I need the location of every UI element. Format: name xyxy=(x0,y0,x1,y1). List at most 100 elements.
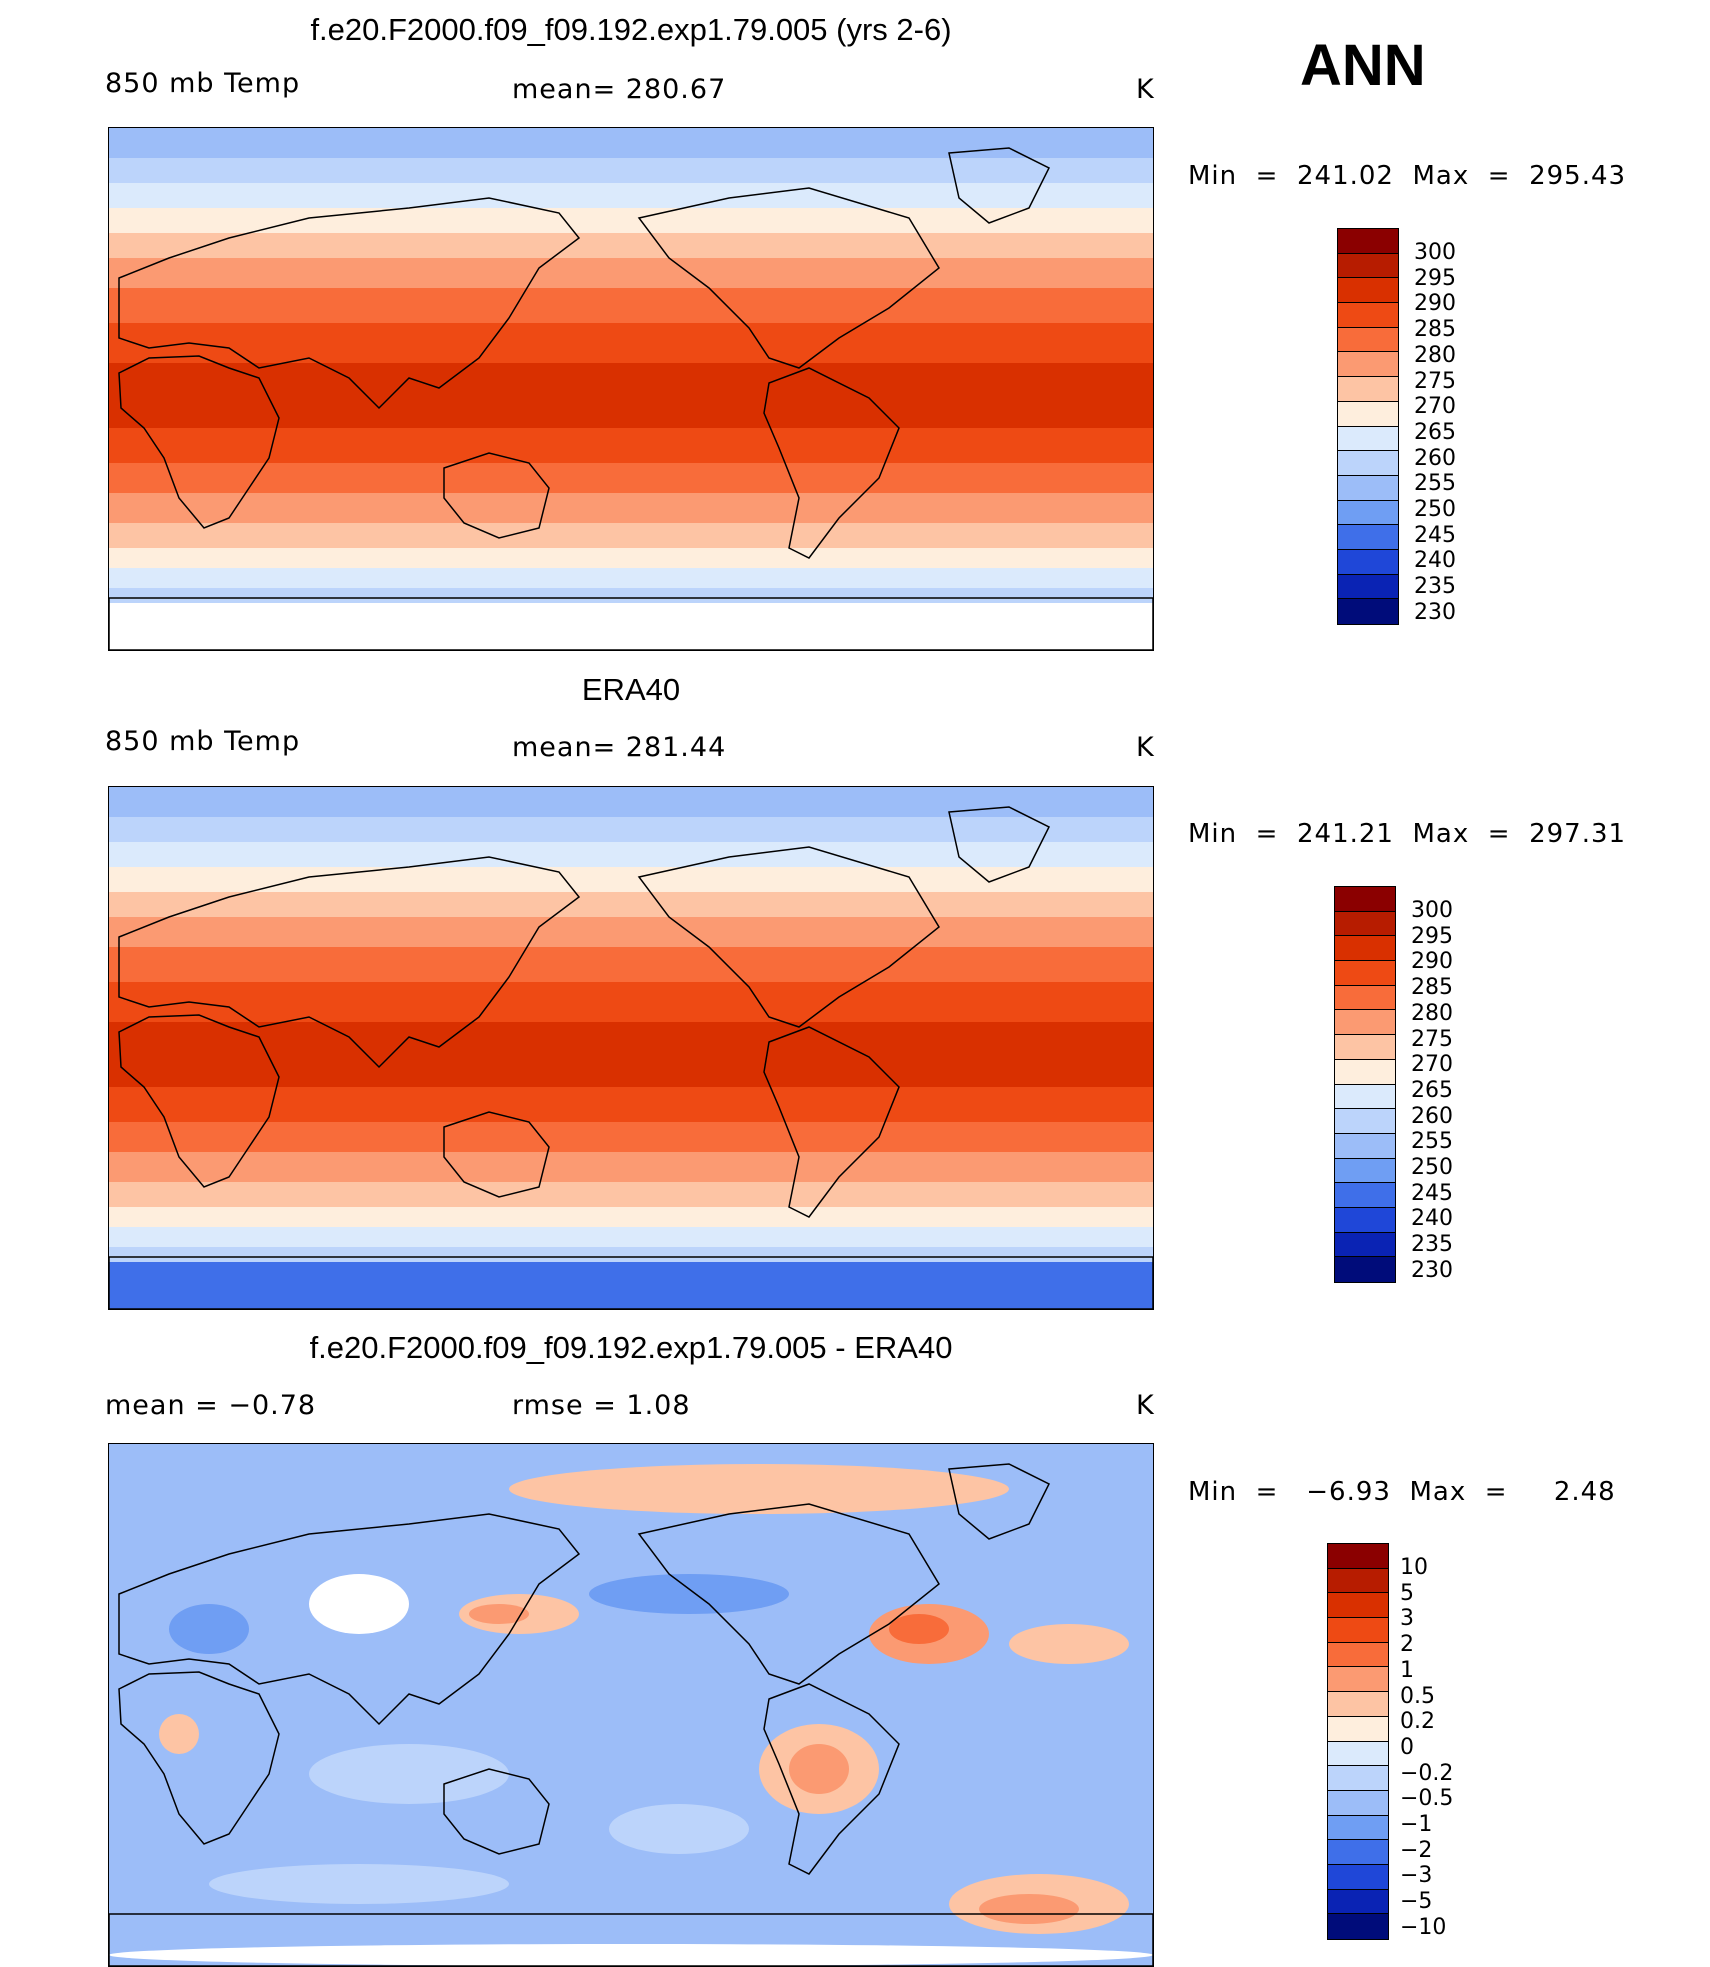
temperature-band xyxy=(109,323,1153,363)
colorbar-swatch xyxy=(1338,426,1398,452)
panel-title: f.e20.F2000.f09_f09.192.exp1.79.005 (yrs… xyxy=(310,12,952,47)
mean-diff-label: mean = −0.78 xyxy=(105,1390,317,1421)
colorbar-tick-label: 235 xyxy=(1414,574,1456,600)
coastline xyxy=(637,187,940,369)
temperature-band xyxy=(109,1227,1153,1247)
colorbar-tick-label: −5 xyxy=(1400,1889,1433,1915)
temperature-band xyxy=(109,787,1153,817)
temperature-band xyxy=(109,588,1153,603)
coastline xyxy=(948,1463,1051,1540)
anomaly-region xyxy=(509,1464,1009,1514)
colorbar-swatch xyxy=(1328,1618,1388,1643)
colorbar-tick-label: 260 xyxy=(1411,1103,1453,1129)
colorbar-swatch xyxy=(1328,1914,1388,1939)
temperature-band xyxy=(109,288,1153,323)
temperature-band xyxy=(109,982,1153,1022)
colorbar-swatch xyxy=(1328,1544,1388,1569)
temperature-band xyxy=(109,233,1153,258)
anomaly-region xyxy=(169,1604,249,1654)
coastline xyxy=(118,197,581,410)
anomaly-region xyxy=(309,1574,409,1634)
units-label: K xyxy=(1136,1390,1155,1421)
temperature-band xyxy=(109,1087,1153,1122)
map-model-temp xyxy=(108,127,1154,651)
colorbar-swatch xyxy=(1328,1568,1388,1594)
colorbar-tick-label: 275 xyxy=(1414,368,1456,394)
colorbar-tick-label: −0.5 xyxy=(1400,1786,1454,1812)
temperature-band xyxy=(109,817,1153,842)
panel-title: f.e20.F2000.f09_f09.192.exp1.79.005 - ER… xyxy=(309,1330,953,1365)
colorbar-swatch xyxy=(1335,961,1395,986)
anomaly-region xyxy=(789,1744,849,1794)
colorbar-tick-label: 0.2 xyxy=(1400,1709,1435,1735)
colorbar-swatch xyxy=(1328,1864,1388,1890)
temperature-band xyxy=(109,867,1153,892)
mean-label: mean= 280.67 xyxy=(512,74,727,105)
units-label: K xyxy=(1136,732,1155,763)
coastline xyxy=(948,147,1051,224)
colorbar-swatch xyxy=(1328,1692,1388,1717)
temperature-band xyxy=(109,158,1153,183)
temperature-band xyxy=(109,428,1153,463)
colorbar-tick-label: −2 xyxy=(1400,1837,1433,1863)
temperature-band xyxy=(109,1262,1153,1309)
coastline xyxy=(118,856,581,1069)
colorbar-tick-label: 250 xyxy=(1411,1155,1453,1180)
colorbar-tick-label: 240 xyxy=(1414,548,1456,574)
colorbar-tick-label: 5 xyxy=(1400,1580,1414,1606)
colorbar-swatch xyxy=(1338,451,1398,476)
anomaly-region xyxy=(979,1894,1079,1924)
colorbar-tick-label: 255 xyxy=(1411,1129,1453,1155)
variable-label: 850 mb Temp xyxy=(105,726,301,757)
anomaly-region xyxy=(609,1804,749,1854)
colorbar-tick-label: 295 xyxy=(1414,265,1456,291)
temperature-band xyxy=(109,128,1153,158)
panel-title: ERA40 xyxy=(581,672,681,707)
colorbar-tick-label: 1 xyxy=(1400,1657,1414,1683)
colorbar-swatch xyxy=(1335,911,1395,937)
colorbar-tick-label: −3 xyxy=(1400,1863,1433,1889)
colorbar-swatch xyxy=(1338,475,1398,501)
colorbar-tick-label: 300 xyxy=(1411,898,1453,923)
colorbar-tick-label: 265 xyxy=(1414,419,1456,445)
temperature-band xyxy=(109,363,1153,428)
colorbar-tick-label: 285 xyxy=(1411,975,1453,1001)
map-era40-temp xyxy=(108,786,1154,1310)
colorbar-tick-label: 0.5 xyxy=(1400,1683,1435,1709)
temperature-band xyxy=(109,1122,1153,1152)
colorbar-tick-label: 10 xyxy=(1400,1555,1428,1580)
temperature-band xyxy=(109,548,1153,568)
colorbar-tick-label: 260 xyxy=(1414,445,1456,471)
temperature-band xyxy=(109,1022,1153,1087)
anomaly-region xyxy=(209,1864,509,1904)
coastline xyxy=(109,1913,1153,1966)
coastline xyxy=(637,1503,940,1685)
colorbar-swatch xyxy=(1328,1716,1388,1742)
colorbar-swatch xyxy=(1338,574,1398,600)
colorbar-swatch xyxy=(1335,1109,1395,1134)
coastline xyxy=(118,1014,280,1188)
colorbar-swatch xyxy=(1338,327,1398,353)
min-max-label: Min = −6.93 Max = 2.48 xyxy=(1188,1477,1616,1507)
colorbar-tick-label: 245 xyxy=(1411,1180,1453,1206)
variable-label: 850 mb Temp xyxy=(105,68,301,99)
colorbar-swatch xyxy=(1335,1232,1395,1258)
anomaly-region xyxy=(469,1604,529,1624)
colorbar-tick-label: 290 xyxy=(1414,291,1456,317)
colorbar-swatch xyxy=(1335,1084,1395,1110)
anomaly-region xyxy=(109,1944,1153,1966)
coastline xyxy=(443,1111,550,1198)
temperature-band xyxy=(109,1182,1153,1207)
min-max-label: Min = 241.21 Max = 297.31 xyxy=(1188,819,1627,849)
colorbar-tick-label: 2 xyxy=(1400,1632,1414,1658)
colorbar-swatch xyxy=(1335,1207,1395,1233)
colorbar-swatch xyxy=(1335,985,1395,1011)
colorbar-swatch xyxy=(1338,500,1398,526)
temperature-band xyxy=(109,523,1153,548)
colorbar-tick-label: 270 xyxy=(1414,394,1456,420)
colorbar-tick-label: 235 xyxy=(1411,1232,1453,1258)
temperature-band xyxy=(109,1247,1153,1262)
temperature-band xyxy=(109,947,1153,982)
mean-label: mean= 281.44 xyxy=(512,732,727,763)
coastline xyxy=(118,1513,581,1726)
